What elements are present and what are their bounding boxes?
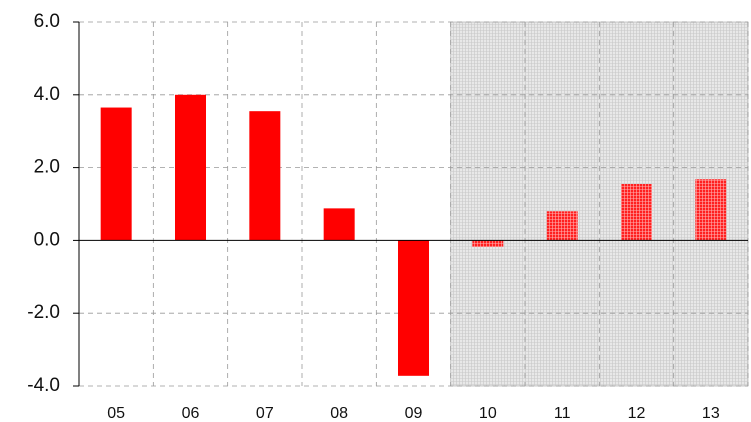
x-tick-label: 06 bbox=[182, 405, 200, 422]
bar bbox=[621, 183, 652, 241]
bar bbox=[100, 107, 132, 241]
x-tick-label: 07 bbox=[256, 405, 274, 422]
y-tick-label: -4.0 bbox=[27, 375, 60, 396]
x-tick-label: 13 bbox=[702, 405, 720, 422]
x-tick-label: 09 bbox=[405, 405, 423, 422]
bar bbox=[398, 240, 429, 376]
x-tick-label: 11 bbox=[554, 405, 571, 422]
bar bbox=[695, 179, 727, 241]
x-tick-label: 08 bbox=[330, 405, 348, 422]
y-tick-label: 4.0 bbox=[34, 84, 60, 105]
y-tick-label: 0.0 bbox=[34, 229, 60, 250]
x-tick-label: 05 bbox=[107, 405, 125, 422]
x-tick-label: 12 bbox=[628, 405, 646, 422]
bar bbox=[323, 208, 355, 241]
bar bbox=[546, 211, 578, 241]
y-tick-label: 2.0 bbox=[34, 157, 60, 178]
bar bbox=[249, 111, 281, 241]
x-tick-label: 10 bbox=[479, 405, 497, 422]
y-tick-label: -2.0 bbox=[27, 302, 60, 323]
y-tick-label: 6.0 bbox=[34, 11, 60, 32]
bar bbox=[175, 94, 206, 241]
bar bbox=[472, 240, 504, 247]
